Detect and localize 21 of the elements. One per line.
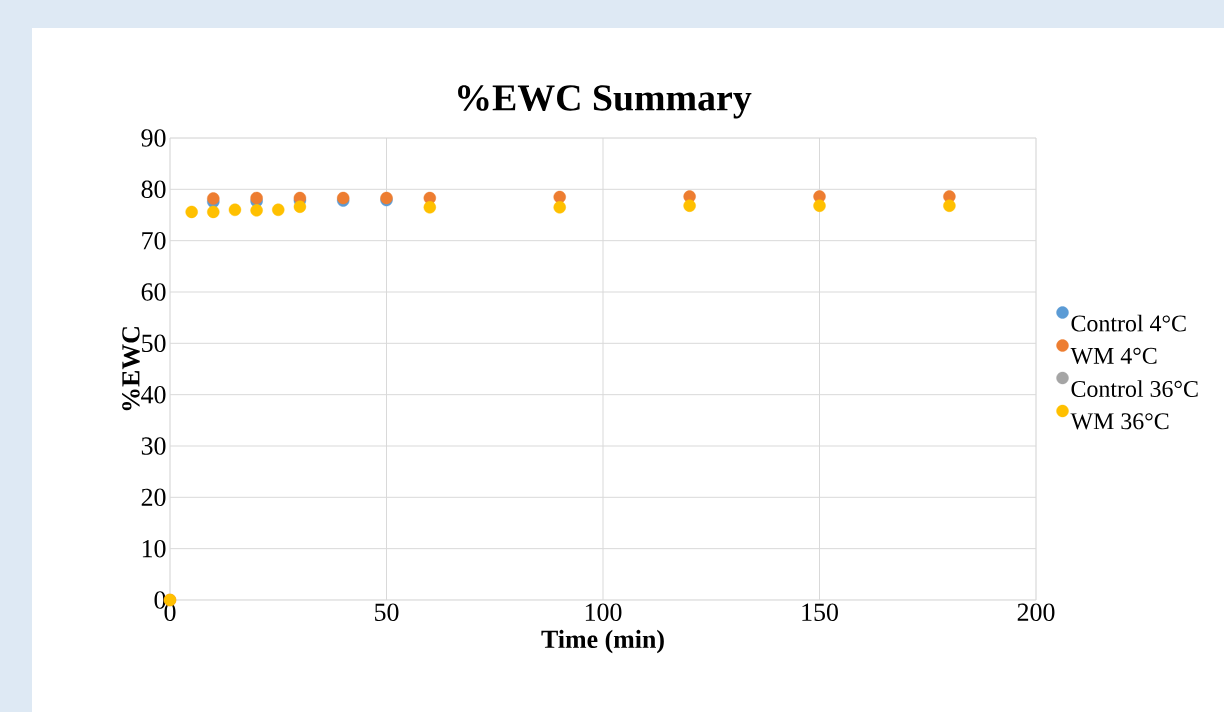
- x-tick-label: 50: [375, 603, 399, 621]
- y-tick-label: 60: [141, 283, 166, 301]
- x-axis-title: Time (min): [541, 629, 664, 654]
- y-axis-title: %EWC: [122, 327, 140, 411]
- y-tick-label: 10: [142, 539, 166, 558]
- legend-label: WM 4°C: [1070, 347, 1157, 364]
- x-tick-label: 150: [802, 603, 838, 621]
- chart-title: %EWC Summary: [458, 85, 752, 119]
- legend-label: WM 36°C: [1070, 413, 1169, 430]
- y-tick-label: 20: [141, 488, 166, 507]
- x-tick-label: 100: [585, 603, 622, 621]
- y-tick-label: 0: [154, 591, 166, 609]
- y-tick-label: 50: [142, 334, 166, 353]
- y-tick-label: 70: [142, 231, 166, 250]
- y-tick-label: 30: [141, 437, 166, 455]
- legend-label: Control 36°C: [1071, 380, 1198, 398]
- y-tick-label: 40: [141, 385, 166, 404]
- legend-label: Control 4°C: [1071, 314, 1186, 332]
- y-tick-label: 90: [141, 129, 166, 147]
- x-tick-label: 200: [1017, 603, 1055, 621]
- y-tick-label: 80: [141, 180, 166, 199]
